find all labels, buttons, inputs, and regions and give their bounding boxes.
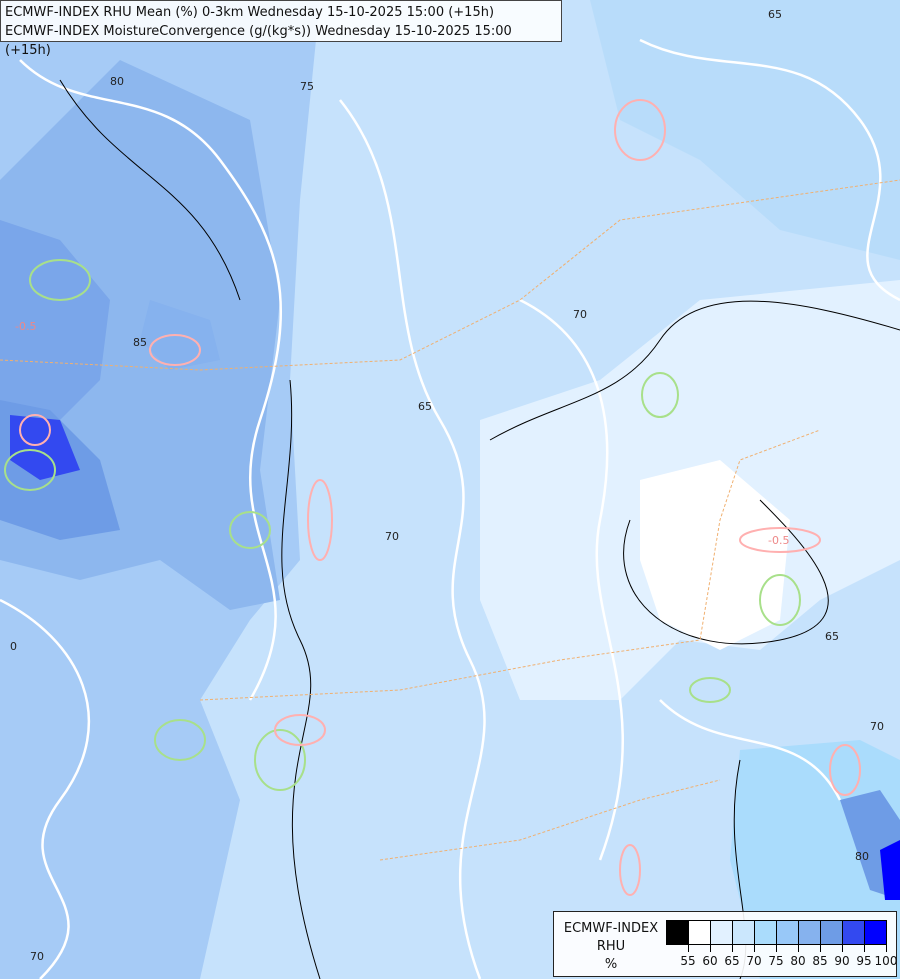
legend-tick-label: 80 [790,954,806,968]
contour-label: 70 [30,950,44,963]
contour-label: -0.5 [15,320,36,333]
contour-label: 70 [870,720,884,733]
legend-tick-mark [688,944,689,952]
legend-tick-label: 60 [702,954,718,968]
legend-ticks: 55 60 65 70 75 80 85 90 95 100 [666,944,898,974]
legend-swatch [777,921,799,944]
legend-swatches [666,920,887,945]
contour-label: 0 [10,640,17,653]
legend-swatch [821,921,843,944]
legend-swatch [711,921,733,944]
contour-label: 65 [768,8,782,21]
title-line-rhu: ECMWF-INDEX RHU Mean (%) 0-3km Wednesday… [5,5,495,20]
contour-label: 80 [110,75,124,88]
legend-tick-label: 85 [812,954,828,968]
legend-tick-mark [820,944,821,952]
legend-swatch [799,921,821,944]
legend-title: ECMWF-INDEX [563,921,659,936]
legend-swatch [755,921,777,944]
title-line-convergence: ECMWF-INDEX MoistureConvergence (g/(kg*s… [5,24,512,58]
color-legend: ECMWF-INDEX RHU % 55 60 65 70 75 80 85 90 95 100 [553,911,897,977]
white-contours [0,38,900,979]
legend-swatch [689,921,711,944]
legend-unit: % [604,957,618,972]
legend-variable: RHU [596,939,626,954]
contour-label: -0.5 [768,534,789,547]
contour-label: 65 [418,400,432,413]
legend-tick-mark [710,944,711,952]
legend-tick-label: 95 [856,954,872,968]
contour-label: 75 [300,80,314,93]
legend-tick-label: 100 [874,954,898,968]
legend-tick-mark [754,944,755,952]
legend-swatch [865,921,886,944]
legend-tick-mark [842,944,843,952]
legend-tick-label: 70 [746,954,762,968]
legend-tick-mark [732,944,733,952]
contour-label: 70 [573,308,587,321]
convergence-positive-contours [4,259,801,791]
legend-tick-label: 55 [680,954,696,968]
contour-labels: 65 70 75 80 85 -0.5 0 65 70 -0.5 65 70 8… [10,8,884,963]
legend-swatch [667,921,689,944]
legend-swatch [733,921,755,944]
contour-label: 65 [825,630,839,643]
legend-tick-label: 90 [834,954,850,968]
border-lines [0,179,900,861]
legend-tick-mark [776,944,777,952]
contour-label: 85 [133,336,147,349]
contour-label: 80 [855,850,869,863]
legend-tick-label: 65 [724,954,740,968]
legend-swatch [843,921,865,944]
contour-label: 70 [385,530,399,543]
map-title-box: ECMWF-INDEX RHU Mean (%) 0-3km Wednesday… [0,0,562,58]
legend-tick-mark [798,944,799,952]
convergence-negative-contours [19,99,861,896]
legend-tick-mark [886,944,887,952]
legend-tick-mark [864,944,865,952]
legend-tick-label: 75 [768,954,784,968]
